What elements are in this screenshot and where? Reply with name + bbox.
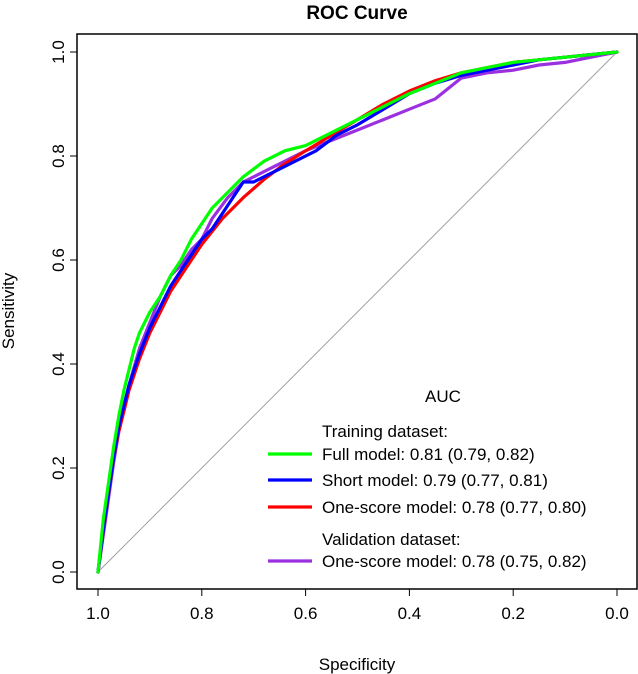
legend-group-validation: Validation dataset: (322, 530, 461, 549)
roc-curves (96, 50, 619, 574)
y-tick-label: 0.4 (49, 352, 68, 376)
x-tick-label: 0.0 (605, 604, 629, 623)
y-axis: 0.0 0.2 0.4 0.6 0.8 1.0 (49, 40, 78, 584)
legend-label-4: One-score model: 0.78 (0.75, 0.82) (322, 552, 587, 571)
legend-label-2: Short model: 0.79 (0.77, 0.81) (322, 471, 548, 490)
x-axis: 1.0 0.8 0.6 0.4 0.2 0.0 (86, 588, 629, 623)
legend-label-1: Full model: 0.81 (0.79, 0.82) (322, 445, 535, 464)
y-tick-label: 0.2 (49, 456, 68, 480)
x-tick-label: 1.0 (86, 604, 110, 623)
legend-entries-training: Full model: 0.81 (0.79, 0.82) Short model… (268, 445, 587, 517)
y-tick-label: 0.6 (49, 248, 68, 272)
x-tick-label: 0.2 (501, 604, 525, 623)
roc-curve-1 (96, 50, 619, 574)
x-tick-label: 0.8 (190, 604, 214, 623)
legend-entries-validation: One-score model: 0.78 (0.75, 0.82) (268, 552, 587, 571)
reference-diagonal-line (97, 51, 618, 573)
y-tick-label: 1.0 (49, 40, 68, 64)
x-tick-label: 0.6 (294, 604, 318, 623)
y-tick-label: 0.0 (49, 560, 68, 584)
y-axis-label: Sensitivity (0, 272, 18, 349)
legend: AUC Training dataset: Full model: 0.81 (… (268, 387, 587, 571)
y-tick-label: 0.8 (49, 144, 68, 168)
chart-title: ROC Curve (306, 3, 407, 24)
legend-group-training: Training dataset: (322, 422, 448, 441)
x-axis-label: Specificity (319, 655, 396, 674)
legend-label-3: One-score model: 0.78 (0.77, 0.80) (322, 498, 587, 517)
roc-curve-2 (96, 50, 619, 574)
x-tick-label: 0.4 (398, 604, 422, 623)
legend-title: AUC (425, 387, 461, 406)
